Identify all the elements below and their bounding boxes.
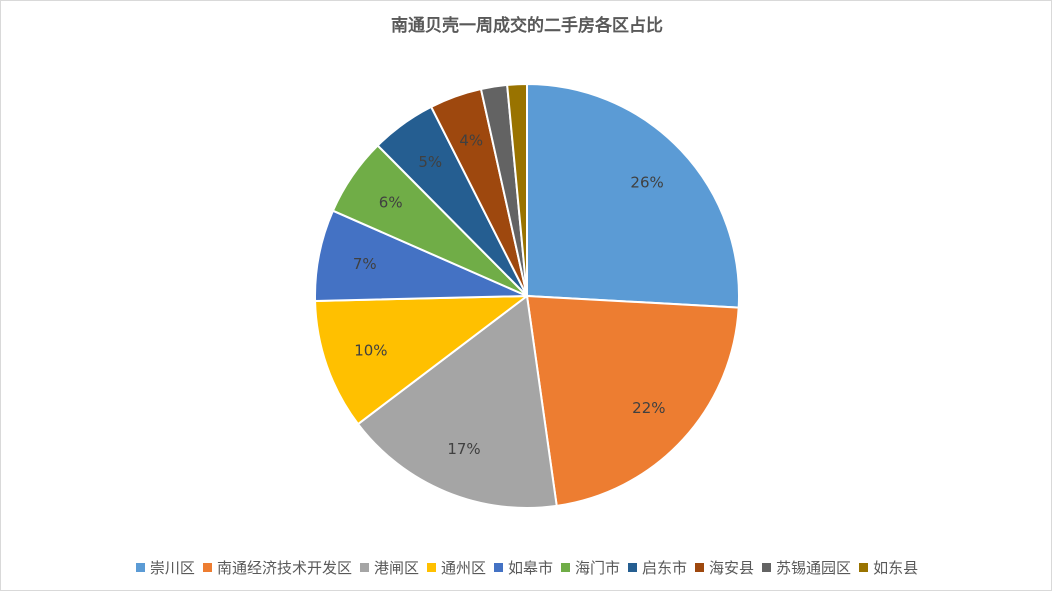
legend-swatch-1 [135,563,145,572]
legend-swatch-8 [695,563,705,572]
legend-item-9: 苏锡通园区 [762,557,851,578]
legend-swatch-6 [561,563,570,572]
slice-label-7: 5% [418,153,442,171]
legend-swatch-4 [426,563,436,572]
slice-label-5: 7% [353,255,377,273]
legend-label-4: 通州区 [440,559,486,577]
legend-label-7: 启东市 [642,559,688,577]
pie-slice-10 [506,82,528,297]
slice-label-2: 22% [632,399,665,417]
legend-swatch-2 [202,563,212,572]
legend: 崇川区 南通经济技术开发区 港闸区 通州区 如皋市 海门市 启东市 海安县 苏锡通园区 如东县 [1,557,1052,578]
legend-item-5: 如皋市 [493,557,553,578]
legend-swatch-10 [859,563,869,572]
slice-label-1: 26% [630,173,663,191]
legend-item-7: 启东市 [628,557,687,578]
legend-label-5: 如皋市 [507,559,553,577]
legend-swatch-9 [762,563,772,572]
legend-label-9: 苏锡通园区 [776,559,852,577]
chart-title: 南通贝壳一周成交的二手房各区占比 [391,16,663,36]
pie-slice-3 [356,294,558,509]
slice-label-3: 17% [447,440,480,458]
legend-label-1: 崇川区 [149,559,195,577]
legend-label-8: 海安县 [709,559,755,577]
slice-label-4: 10% [354,342,387,360]
slice-label-6: 6% [379,193,403,211]
legend-swatch-5 [493,563,503,572]
legend-item-10: 如东县 [859,557,918,578]
legend-label-6: 海门市 [575,559,621,577]
legend-item-2: 南通经济技术开发区 [202,557,352,578]
legend-item-8: 海安县 [695,557,754,578]
legend-item-3: 港闸区 [359,557,419,578]
pie-slice-1 [526,82,740,309]
pie-slice-4 [314,294,531,426]
legend-label-10: 如东县 [873,559,919,577]
legend-item-4: 通州区 [426,557,486,578]
legend-swatch-3 [359,563,369,572]
legend-label-2: 南通经济技术开发区 [216,559,352,577]
legend-item-6: 海门市 [561,557,620,578]
legend-label-3: 港闸区 [373,559,419,577]
pie-slice-2 [525,294,740,508]
slice-label-8: 4% [459,131,483,149]
legend-swatch-7 [628,563,638,572]
legend-item-1: 崇川区 [135,557,195,578]
